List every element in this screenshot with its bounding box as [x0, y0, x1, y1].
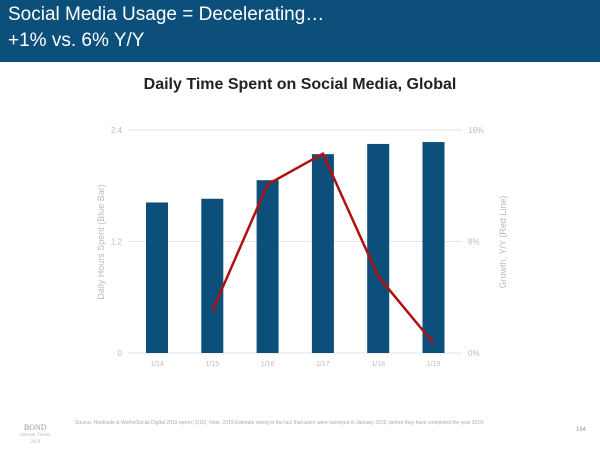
y-axis-label: Daily Hours Spent (Blue Bar) — [96, 184, 106, 300]
bond-logo: BOND Internet Trends 2019 — [20, 423, 51, 445]
bar — [311, 154, 334, 353]
slide-subtitle: +1% vs. 6% Y/Y — [8, 30, 145, 51]
source-note: Source: Hootsuite & WeAreSocial Digital … — [75, 420, 485, 426]
chart-title: Daily Time Spent on Social Media, Global — [143, 76, 457, 93]
header-banner: Social Media Usage = Decelerating… +1% v… — [0, 0, 600, 62]
y2-axis-label: Growth, Y/Y (Red Line) — [498, 196, 508, 289]
y2-tick-label: 16% — [468, 126, 484, 135]
bar — [146, 202, 168, 353]
x-tick-label: 1/16 — [261, 361, 275, 368]
x-tick-label: 1/18 — [371, 361, 385, 368]
y-tick-label: 2.4 — [111, 126, 123, 135]
bar — [367, 143, 390, 353]
y-tick-label: 1.2 — [111, 238, 123, 247]
y2-tick-label: 8% — [468, 238, 480, 247]
page-number: 164 — [576, 427, 587, 433]
y-tick-label: 0 — [118, 349, 123, 358]
bar — [201, 198, 224, 353]
x-tick-label: 1/17 — [316, 361, 330, 368]
bar — [422, 142, 445, 353]
y2-tick-label: 0% — [468, 349, 480, 358]
x-tick-label: 1/14 — [150, 361, 164, 368]
slide-title: Social Media Usage = Decelerating… — [8, 4, 325, 25]
bar — [256, 180, 279, 353]
x-tick-label: 1/19 — [427, 361, 441, 368]
x-tick-label: 1/15 — [205, 361, 219, 368]
